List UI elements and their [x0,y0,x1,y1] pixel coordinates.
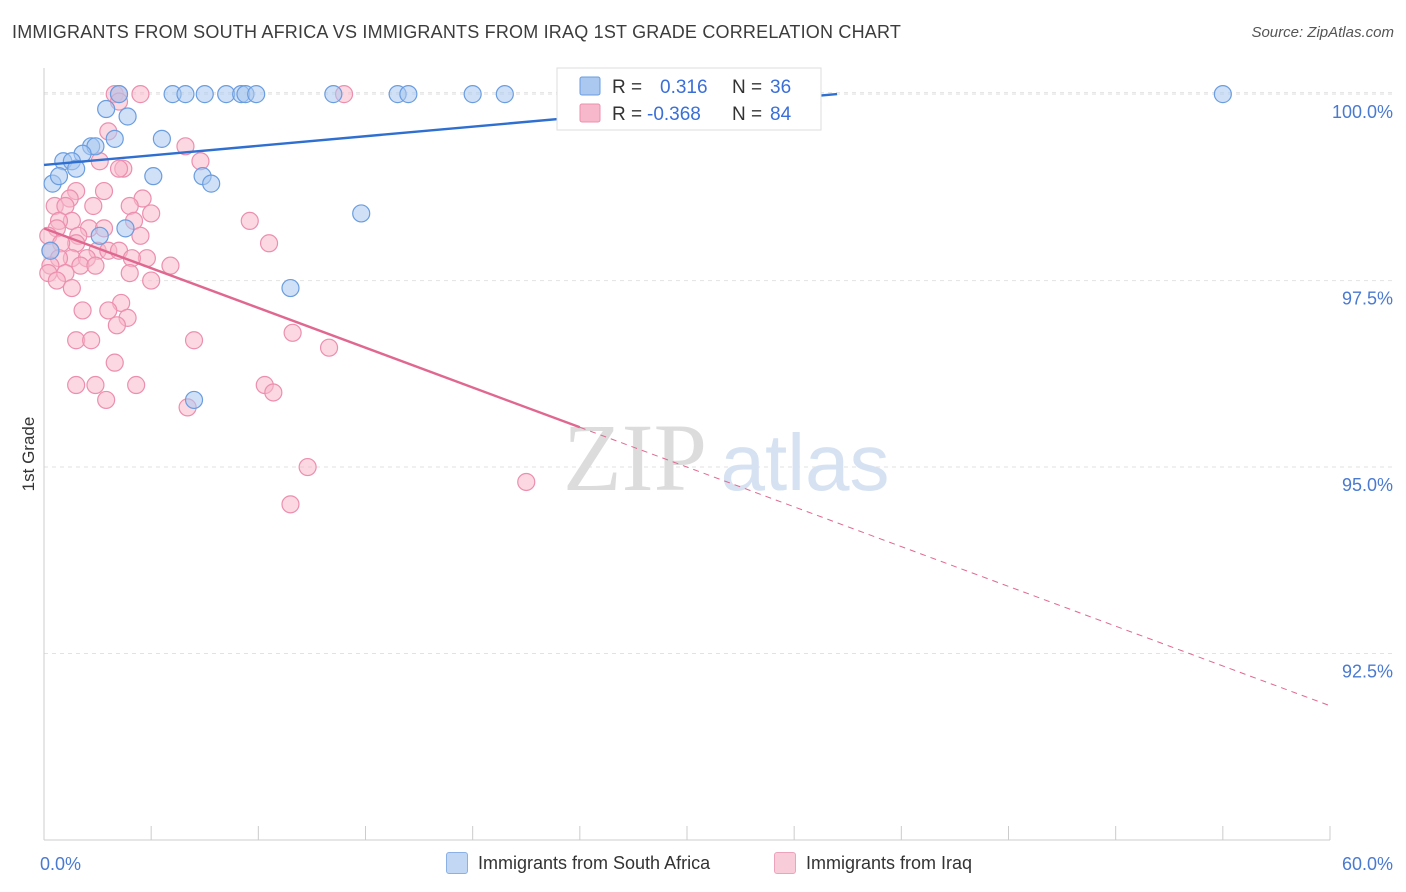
scatter-point-blue [41,241,60,260]
scatter-point-pink [99,301,118,320]
trend-line-extension-pink [579,426,1331,707]
scatter-point-pink [86,256,105,275]
y-tick-label: 100.0% [1332,102,1393,122]
scatter-point-pink [283,323,302,342]
stats-r-value-pink: -0.368 [647,104,701,125]
stats-n-value-pink: 84 [770,104,792,125]
legend-swatch-pink [774,852,796,874]
scatter-point-pink [62,278,81,298]
axes: 100.0% 97.5% 95.0% 92.5% 0.0% 60.0% 1st Grade [19,68,1393,874]
scatter-point-blue [352,204,371,223]
x-tick-label: 0.0% [40,854,81,874]
scatter-point-blue [90,226,109,245]
scatter-point-pink [107,316,126,335]
scatter-point-blue [184,390,204,410]
scatter-point-blue [324,85,343,104]
scatter-point-blue [152,129,171,148]
scatter-point-pink [86,375,105,395]
scatter-point-pink [73,301,92,320]
scatter-point-blue [247,85,266,104]
scatter-point-blue [176,85,195,104]
legend-label-iraq: Immigrants from Iraq [806,852,973,873]
scatter-point-blue [49,167,69,186]
legend-item-south-africa: Immigrants from South Africa [446,852,710,874]
scatter-point-pink [319,338,339,357]
scatter-point-pink [84,196,103,216]
scatter-point-blue [463,85,482,104]
grid [44,92,1395,655]
scatter-point-blue [116,219,135,238]
stats-n-label-blue: N = [732,77,762,98]
scatter-point-pink [259,234,279,253]
scatter-point-pink [298,457,317,477]
scatter-point-pink [82,331,101,350]
stats-r-label-blue: R = [612,77,642,98]
scatter-point-pink [120,264,139,283]
scatter-point-blue [97,99,116,119]
stats-n-value-blue: 36 [770,77,791,98]
scatter-point-pink [105,353,124,372]
y-axis-label: 1st Grade [19,417,38,492]
scatter-point-blue [1213,85,1232,104]
scatter-point-blue [118,107,137,126]
scatter-point-pink [184,331,204,350]
scatter-point-blue [281,278,300,298]
trend-lines [43,92,1331,707]
scatter-point-pink [94,181,114,201]
y-tick-label: 95.0% [1342,475,1393,495]
scatter-point-pink [161,256,180,275]
series-south-africa-points [41,85,1232,410]
scatter-point-blue [399,85,418,104]
scatter-point-pink [191,152,210,171]
stats-box-frame [556,67,822,131]
scatter-point-blue [195,85,214,104]
stats-n-label-pink: N = [732,104,762,125]
scatter-point-pink [131,85,150,104]
legend-label-south-africa: Immigrants from South Africa [478,852,711,873]
scatter-point-blue [144,167,163,186]
scatter-point-pink [120,196,139,216]
scatter-point-pink [281,495,300,514]
scatter-point-pink [176,137,195,156]
scatter-point-blue [67,159,86,178]
chart-title: IMMIGRANTS FROM SOUTH AFRICA VS IMMIGRAN… [12,22,902,42]
scatter-point-pink [264,383,283,402]
series-iraq-points [39,85,536,514]
legend-swatch-blue [446,852,468,874]
watermark-zip: ZIP [563,404,707,511]
scatter-point-pink [127,375,146,395]
trend-line-pink [43,227,581,429]
watermark-atlas: atlas [721,418,890,507]
scatter-point-pink [517,472,536,492]
scatter-point-pink [240,211,259,231]
y-tick-label: 92.5% [1342,662,1393,682]
y-tick-label: 97.5% [1342,289,1393,309]
stats-swatch-blue [579,76,601,96]
scatter-point-pink [67,375,86,395]
scatter-point-blue [109,85,129,104]
watermark: ZIP atlas [563,404,889,511]
scatter-point-blue [105,129,124,148]
chart-source: Source: ZipAtlas.com [1251,24,1394,41]
scatter-point-blue [495,85,514,104]
scatter-point-pink [131,226,150,245]
scatter-point-pink [47,271,66,290]
stats-r-value-blue: 0.316 [660,77,708,98]
scatter-point-pink [97,390,116,410]
x-tick-label: 60.0% [1342,854,1393,874]
scatter-point-pink [142,271,161,290]
stats-swatch-pink [579,103,601,123]
scatter-point-pink [109,159,129,178]
stats-box: R = 0.316 N = 36 R = -0.368 N = 84 [556,67,822,131]
scatter-point-blue [202,174,221,193]
stats-r-label-pink: R = [612,104,642,125]
legend-item-iraq: Immigrants from Iraq [774,852,972,874]
scatter-point-pink [142,204,161,223]
